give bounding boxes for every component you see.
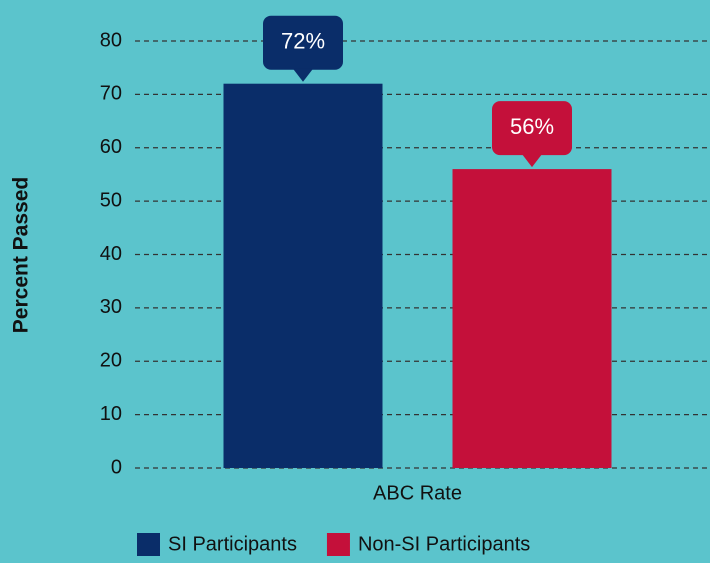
y-axis-label: Percent Passed <box>10 177 33 333</box>
y-tick-label: 50 <box>100 189 122 211</box>
callout <box>492 101 572 156</box>
y-tick-label: 70 <box>100 83 122 105</box>
y-tick-label: 40 <box>100 243 122 265</box>
x-tick-label: ABC Rate <box>373 482 462 504</box>
y-tick-label: 0 <box>111 456 122 478</box>
y-tick-label: 10 <box>100 403 122 425</box>
legend-swatch <box>137 533 160 556</box>
callout-pointer <box>522 154 542 168</box>
value-label: 72% <box>281 29 325 54</box>
y-tick-label: 60 <box>100 136 122 158</box>
legend-label: SI Participants <box>168 533 297 555</box>
bar <box>223 83 383 468</box>
y-tick-label: 30 <box>100 296 122 318</box>
callout <box>263 15 343 70</box>
bar <box>452 169 612 468</box>
value-label: 56% <box>510 114 554 139</box>
legend-swatch <box>326 533 350 556</box>
y-tick-label: 20 <box>100 350 122 372</box>
legend-label: Non-SI Participants <box>358 533 530 555</box>
y-tick-label: 80 <box>100 29 122 51</box>
callout-pointer <box>293 68 313 82</box>
